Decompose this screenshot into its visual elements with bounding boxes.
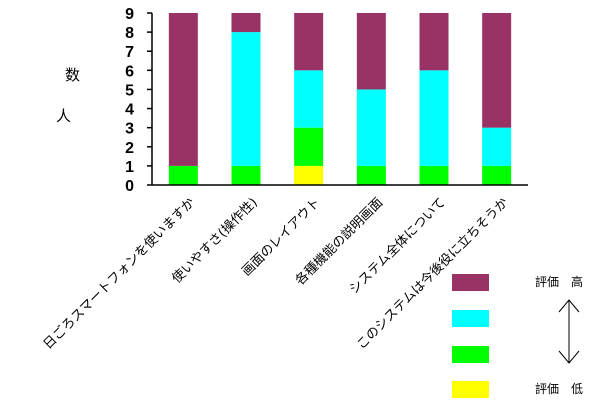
y-axis-label-line2: 人	[56, 107, 71, 125]
y-tick-label: 3	[125, 121, 134, 138]
legend-high-label: 評価 高	[535, 274, 583, 289]
y-tick-label: 0	[125, 178, 134, 195]
bars	[168, 13, 512, 185]
category-labels: 日ごろスマートフォンを使いますか使いやすさ(操作性)画面のレイアウト各種機能の説…	[40, 195, 511, 353]
y-tick-label: 4	[125, 102, 134, 119]
arrow-down-icon	[558, 350, 580, 364]
bar-segment	[231, 13, 261, 33]
bar-segment	[356, 165, 386, 185]
bar-segment	[231, 165, 261, 185]
legend-swatch	[452, 346, 489, 363]
bar-segment	[294, 70, 324, 128]
legend-swatch	[452, 381, 489, 398]
bar-segment	[419, 70, 449, 166]
bar-segment	[482, 165, 512, 185]
bar-segment	[419, 165, 449, 185]
bar-segment	[482, 127, 512, 166]
y-axis-label: 数 人	[56, 66, 80, 125]
arrow-up-icon	[558, 299, 580, 313]
legend: 評価 高評価 低	[452, 274, 583, 398]
bar-segment	[294, 165, 324, 185]
bar-segment	[356, 13, 386, 90]
y-tick-label: 9	[125, 6, 134, 23]
bar-segment	[482, 13, 512, 128]
bar-segment	[294, 13, 324, 71]
bar-segment	[356, 89, 386, 166]
y-tick-label: 5	[125, 82, 134, 99]
bar-segment	[168, 165, 198, 185]
y-tick-label: 1	[125, 159, 134, 176]
y-tick-label: 8	[125, 25, 134, 42]
legend-low-label: 評価 低	[535, 381, 583, 396]
legend-swatch	[452, 274, 489, 291]
y-axis-ticks: 0 1 2 3 4 5 6 7 8 9	[125, 6, 152, 195]
legend-swatch	[452, 310, 489, 327]
y-axis-label-line1: 数	[65, 66, 80, 84]
bar-segment	[419, 13, 449, 71]
bar-segment	[168, 13, 198, 166]
bar-segment	[294, 127, 324, 166]
y-tick-label: 6	[125, 63, 134, 80]
y-tick-label: 7	[125, 44, 134, 61]
y-tick-label: 2	[125, 140, 134, 157]
bar-segment	[231, 32, 261, 166]
